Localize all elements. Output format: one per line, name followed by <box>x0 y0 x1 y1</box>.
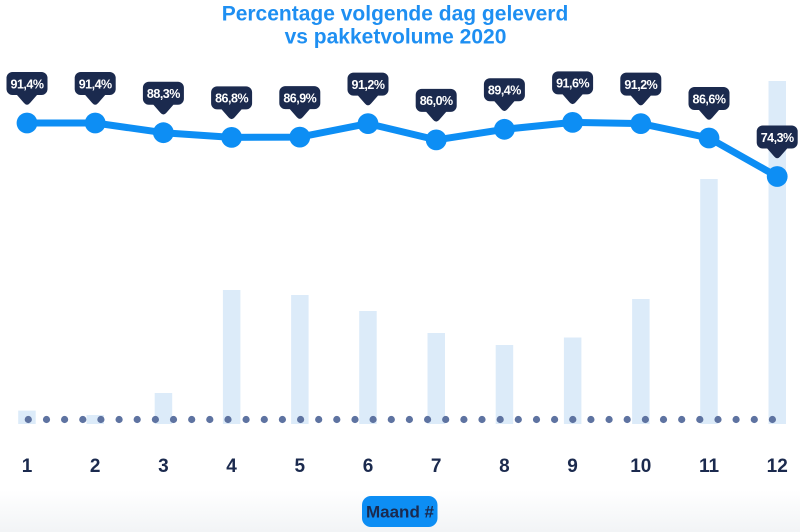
svg-text:vs pakketvolume 2020: vs pakketvolume 2020 <box>285 26 507 49</box>
svg-text:91,2%: 91,2% <box>352 78 385 92</box>
svg-text:8: 8 <box>499 456 510 477</box>
svg-text:91,4%: 91,4% <box>79 77 112 91</box>
svg-text:11: 11 <box>699 456 720 477</box>
svg-text:5: 5 <box>295 456 306 477</box>
svg-text:Maand #: Maand # <box>366 503 435 522</box>
svg-text:91,6%: 91,6% <box>556 77 589 91</box>
svg-text:1: 1 <box>22 456 33 477</box>
svg-text:89,4%: 89,4% <box>488 84 521 98</box>
svg-text:4: 4 <box>226 456 237 477</box>
svg-text:86,9%: 86,9% <box>283 91 316 105</box>
svg-text:7: 7 <box>431 456 442 477</box>
svg-text:91,4%: 91,4% <box>11 77 44 91</box>
svg-text:6: 6 <box>363 456 374 477</box>
svg-text:2: 2 <box>90 456 101 477</box>
svg-text:86,8%: 86,8% <box>215 92 248 106</box>
svg-text:9: 9 <box>567 456 578 477</box>
svg-text:91,2%: 91,2% <box>624 78 657 92</box>
svg-text:3: 3 <box>158 456 169 477</box>
svg-text:12: 12 <box>767 456 788 477</box>
svg-text:10: 10 <box>630 456 651 477</box>
svg-text:74,3%: 74,3% <box>761 131 794 145</box>
svg-text:88,3%: 88,3% <box>147 87 180 101</box>
svg-text:86,6%: 86,6% <box>693 92 726 106</box>
svg-text:86,0%: 86,0% <box>420 94 453 108</box>
svg-text:Percentage volgende dag geleve: Percentage volgende dag geleverd <box>222 3 569 26</box>
